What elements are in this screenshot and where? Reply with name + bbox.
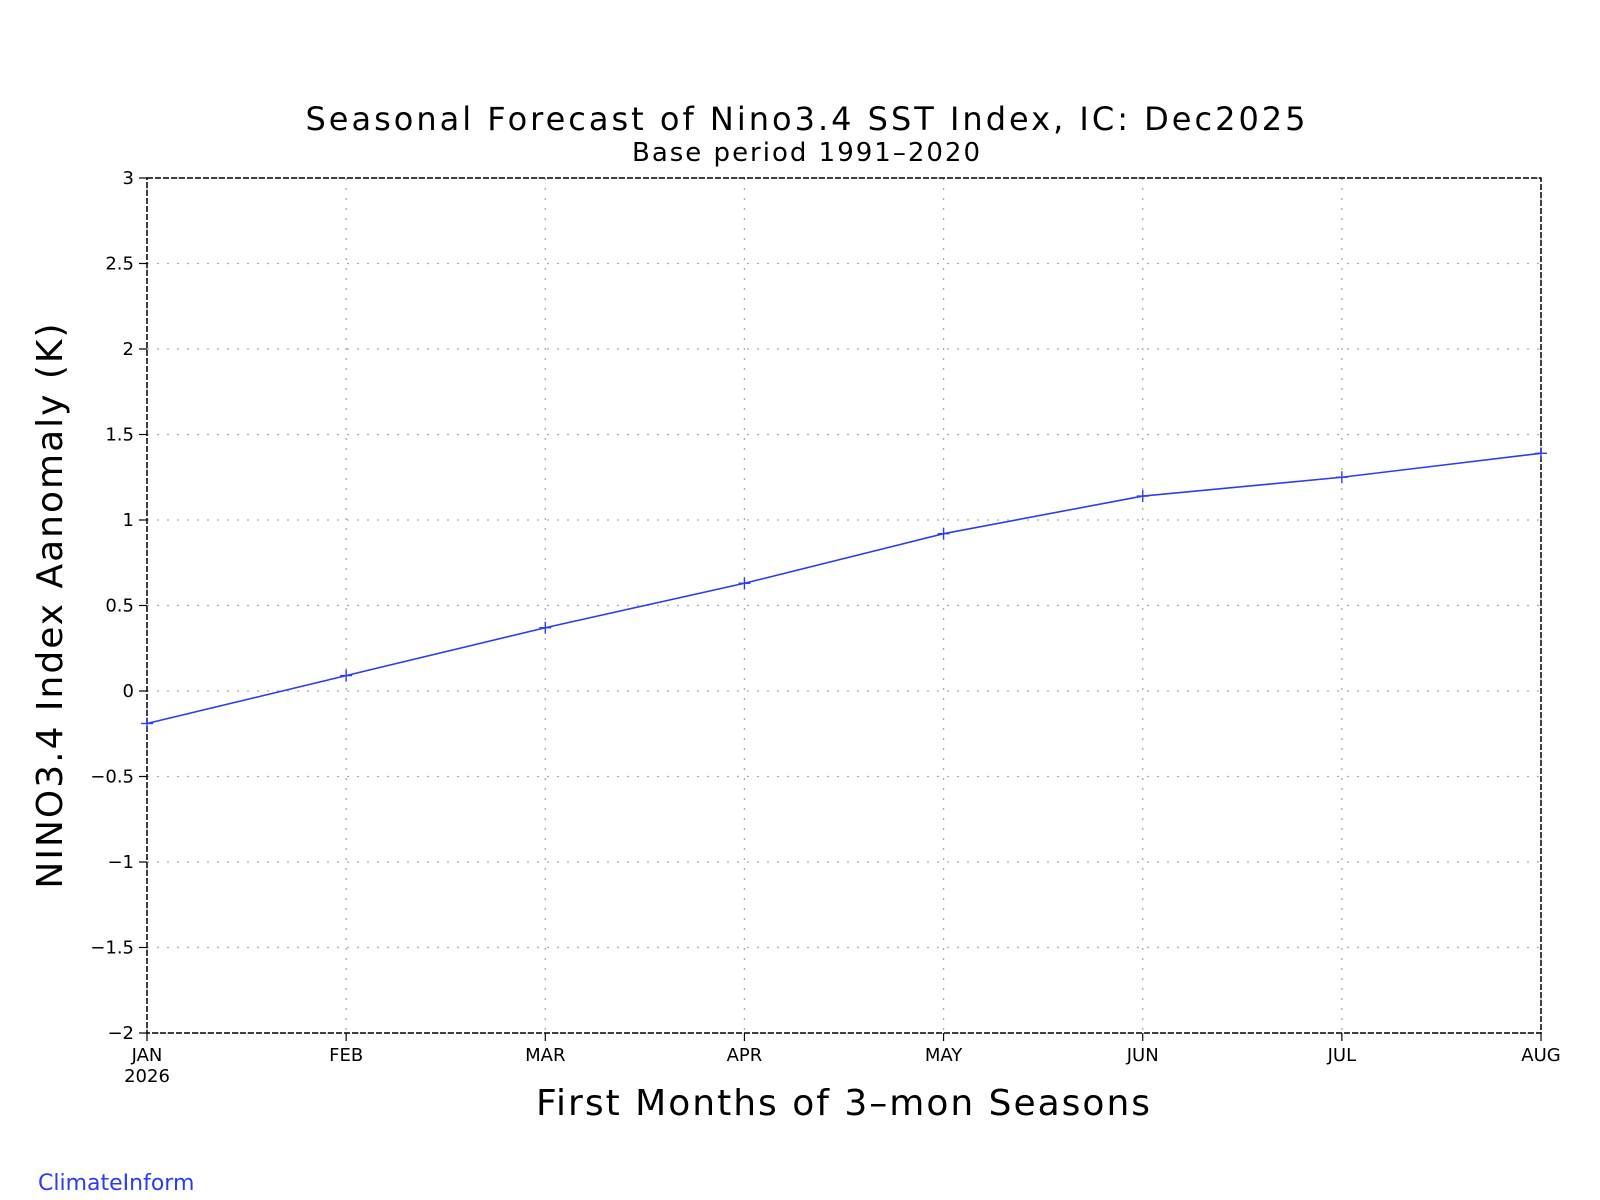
y-tick-label: 1 bbox=[123, 510, 134, 531]
plot-frame bbox=[146, 177, 1542, 1034]
y-tick-label: −1.5 bbox=[90, 938, 134, 959]
y-tick-label: 2.5 bbox=[105, 254, 134, 275]
data-point-marker bbox=[1136, 490, 1149, 503]
y-tick-label: −0.5 bbox=[90, 767, 134, 788]
x-axis: JAN FEB MAR APR MAY JUN JUL AUG bbox=[131, 1033, 1561, 1066]
y-tick-label: 0 bbox=[123, 681, 134, 702]
x-tick-label: JUL bbox=[1327, 1045, 1357, 1066]
x-tick-label: AUG bbox=[1521, 1045, 1560, 1066]
x-axis-label: First Months of 3–mon Seasons bbox=[536, 1083, 1152, 1124]
y-tick-label: 2 bbox=[123, 339, 134, 360]
x-tick-label: FEB bbox=[329, 1045, 363, 1066]
data-point-marker bbox=[539, 621, 552, 634]
y-tick-label: −1 bbox=[107, 852, 134, 873]
y-tick-label: 0.5 bbox=[105, 596, 134, 617]
y-axis: 3 2.5 2 1.5 1 0.5 0 −0.5 −1 −1.5 −2 bbox=[90, 168, 147, 1044]
y-tick-label: −2 bbox=[107, 1023, 134, 1044]
chart-subtitle: Base period 1991–2020 bbox=[632, 138, 982, 168]
data-point-marker bbox=[141, 717, 153, 730]
x-tick-label: MAR bbox=[525, 1045, 565, 1066]
series-layer bbox=[141, 447, 1547, 730]
grid bbox=[146, 177, 1542, 1034]
y-tick-label: 3 bbox=[123, 168, 134, 189]
data-point-marker bbox=[738, 577, 751, 590]
x-year-label: 2026 bbox=[124, 1066, 170, 1087]
x-tick-label: APR bbox=[727, 1045, 763, 1066]
data-point-marker bbox=[340, 669, 353, 682]
data-point-marker bbox=[1535, 447, 1547, 460]
data-point-marker bbox=[937, 527, 950, 540]
chart-title: Seasonal Forecast of Nino3.4 SST Index, … bbox=[305, 100, 1308, 138]
x-tick-label: JUN bbox=[1126, 1045, 1159, 1066]
y-axis-label: NINO3.4 Index Aanomaly (K) bbox=[30, 321, 71, 888]
x-tick-label: MAY bbox=[925, 1045, 963, 1066]
series-line bbox=[146, 452, 1542, 725]
y-tick-label: 1.5 bbox=[105, 425, 134, 446]
credit-label: ClimateInform bbox=[38, 1171, 194, 1196]
x-tick-label: JAN bbox=[131, 1045, 163, 1066]
data-point-marker bbox=[1335, 471, 1348, 484]
